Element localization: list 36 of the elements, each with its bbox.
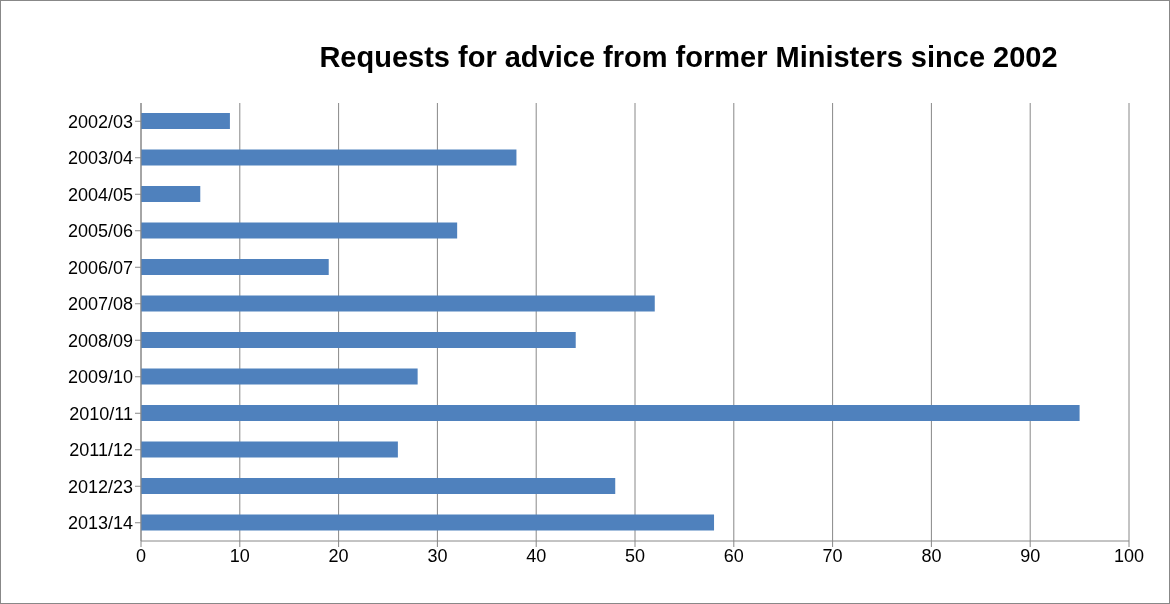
x-tick-label: 0 xyxy=(135,545,147,566)
x-tick-label: 30 xyxy=(427,545,448,566)
bar xyxy=(141,295,655,312)
y-tick-label: 2011/12 xyxy=(69,440,133,461)
y-tick-label: 2012/23 xyxy=(67,476,133,497)
x-tick-label: 70 xyxy=(822,545,843,566)
bar xyxy=(141,186,201,202)
bar xyxy=(141,149,517,166)
x-tick-label: 80 xyxy=(921,545,942,566)
y-tick-label: 2002/03 xyxy=(67,111,133,132)
bar xyxy=(141,332,576,348)
x-tick-label: 10 xyxy=(229,545,250,566)
x-tick-label: 50 xyxy=(624,545,646,566)
y-tick-label: 2010/11 xyxy=(69,403,133,424)
y-tick-label: 2009/10 xyxy=(67,367,133,388)
y-tick-label: 2008/09 xyxy=(67,330,133,351)
x-tick-label: 60 xyxy=(723,545,744,566)
bar xyxy=(141,405,1080,421)
y-tick-label: 2006/07 xyxy=(67,257,133,278)
bar xyxy=(141,259,329,275)
chart-title: Requests for advice from former Ministers since 2002 xyxy=(318,41,1059,74)
bar xyxy=(141,113,230,129)
bar xyxy=(141,222,458,239)
x-tick-label: 90 xyxy=(1020,545,1041,566)
bar xyxy=(141,368,418,385)
bar xyxy=(141,478,616,494)
x-tick-label: 40 xyxy=(526,545,547,566)
bar xyxy=(141,441,398,458)
y-tick-label: 2003/04 xyxy=(67,148,133,169)
x-tick-label: 100 xyxy=(1113,545,1145,566)
y-tick-label: 2007/08 xyxy=(67,294,133,315)
y-tick-label: 2005/06 xyxy=(67,221,133,242)
x-tick-label: 20 xyxy=(328,545,349,566)
y-tick-label: 2013/14 xyxy=(67,513,133,534)
bar xyxy=(141,514,715,531)
y-tick-label: 2004/05 xyxy=(67,184,133,205)
